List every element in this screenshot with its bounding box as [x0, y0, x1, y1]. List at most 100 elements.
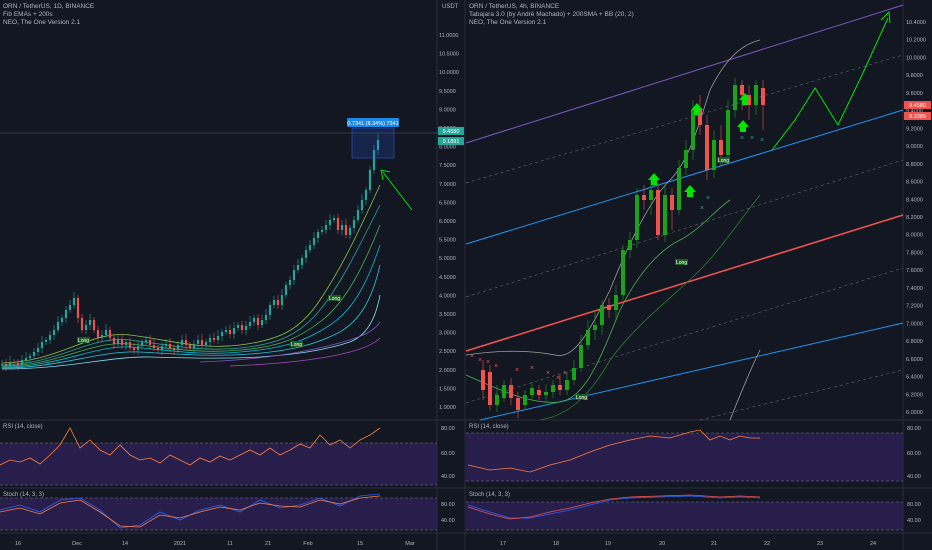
right-candle	[572, 368, 576, 380]
right-x-tick: 19	[605, 541, 611, 547]
right-y-tick: 10.4000	[906, 20, 926, 26]
left-candle	[184, 340, 188, 345]
left-y-tick: 9.0000	[439, 107, 456, 113]
right-candle	[565, 380, 569, 390]
right-candle	[509, 385, 513, 398]
right-candle	[663, 195, 667, 235]
left-candle	[344, 225, 348, 235]
left-x-tick: 11	[227, 541, 233, 547]
left-candle	[108, 330, 112, 338]
left-candle	[168, 344, 172, 348]
left-candle	[232, 328, 236, 334]
left-time-axis[interactable]: 16 Dec 14 2021 11 21 Feb 15 Mar	[15, 541, 415, 547]
right-chart[interactable]: ×× ××× ××××× × ××× Long Long Long 10.400010.…	[441, 0, 932, 550]
right-candle	[754, 85, 758, 105]
left-arrow	[380, 169, 413, 211]
left-candle	[152, 345, 156, 348]
currency-label: USDT	[442, 4, 459, 10]
svg-text:Long: Long	[676, 260, 687, 266]
left-candle	[256, 318, 260, 325]
right-stoch-label: Stoch (14, 3, 3)	[469, 492, 511, 498]
left-rsi-pane[interactable]	[0, 427, 437, 486]
right-y-tick: 8.0000	[906, 233, 923, 239]
left-stoch-label: Stoch (14, 3, 3)	[3, 492, 45, 498]
left-stoch-tick: 80.00	[441, 502, 455, 508]
left-candle	[284, 285, 288, 295]
left-candle	[252, 318, 256, 322]
right-candle	[726, 110, 730, 155]
left-candle	[60, 318, 64, 322]
right-candle	[551, 385, 555, 392]
left-candle	[208, 338, 212, 342]
right-candle	[523, 395, 527, 405]
right-y-tick: 8.4000	[906, 197, 923, 203]
right-y-tick: 9.4000	[906, 109, 923, 115]
right-candle	[537, 390, 541, 395]
left-y-tick: 10.5000	[439, 52, 459, 58]
left-candle	[48, 335, 52, 340]
left-long-labels: Long Long Long	[77, 295, 341, 348]
left-stoch-pane[interactable]	[0, 493, 437, 531]
left-y-tick: 8.0000	[439, 145, 456, 151]
right-candle	[558, 385, 562, 390]
left-candle	[56, 322, 60, 330]
cross-marker: ×	[760, 137, 764, 144]
right-y-tick: 9.6000	[906, 91, 923, 97]
left-candle	[376, 140, 380, 150]
right-price-axis[interactable]: 10.400010.200010.00009.80009.60009.40009…	[906, 20, 926, 416]
left-candle	[88, 320, 92, 325]
right-candle	[684, 150, 688, 168]
right-y-tick: 6.2000	[906, 392, 923, 398]
right-candle	[656, 190, 660, 235]
fib-ema-ribbon	[1, 184, 381, 370]
left-candle	[308, 245, 312, 250]
right-candle	[593, 325, 597, 330]
left-price-tags: 9.4580 9.1891	[438, 127, 464, 145]
left-candle	[76, 298, 80, 318]
right-y-tick: 6.0000	[906, 410, 923, 416]
left-candle	[128, 342, 132, 348]
left-candle	[248, 322, 252, 326]
left-candle	[240, 325, 244, 330]
left-main-pane[interactable]	[0, 0, 437, 420]
right-stoch-pane[interactable]	[466, 494, 903, 531]
left-x-tick: 16	[15, 541, 21, 547]
left-y-tick: 5.5000	[439, 238, 456, 244]
right-time-axis[interactable]: 17 18 19 20 21 22 23 24	[500, 541, 876, 547]
left-candle	[4, 364, 8, 366]
right-candle	[698, 110, 702, 125]
right-rsi-tick: 80.00	[907, 426, 921, 432]
left-y-tick: 1.0000	[439, 405, 456, 411]
left-candle	[276, 300, 280, 305]
right-candle	[621, 250, 625, 295]
right-rsi-pane[interactable]	[466, 429, 903, 482]
right-candle	[712, 140, 716, 170]
right-y-tick: 10.2000	[906, 38, 926, 44]
left-candle	[332, 218, 336, 220]
left-price-axis[interactable]: 11.000010.500010.00009.50009.00008.50008…	[439, 33, 459, 411]
cross-marker: ×	[750, 135, 754, 142]
right-candle	[719, 140, 723, 155]
left-candle	[192, 344, 196, 348]
right-candle	[579, 345, 583, 368]
left-candle	[216, 336, 220, 340]
left-rsi-label: RSI (14, close)	[3, 424, 43, 430]
cross-marker: ×	[494, 363, 498, 370]
left-y-tick: 3.5000	[439, 312, 456, 318]
left-candle	[352, 220, 356, 228]
right-x-tick: 21	[711, 541, 717, 547]
right-candle	[600, 305, 604, 325]
right-rsi-label: RSI (14, close)	[469, 424, 509, 430]
right-y-tick: 8.6000	[906, 180, 923, 186]
svg-text:9.4580: 9.4580	[909, 103, 926, 109]
svg-text:Long: Long	[78, 338, 89, 344]
right-candle	[761, 88, 765, 105]
right-chart-title: ORN / TetherUS, 4h, BINANCE Tabajara 3.0…	[469, 3, 634, 26]
cross-marker: ×	[486, 359, 490, 366]
right-stoch-tick: 40.00	[907, 518, 921, 524]
left-candle	[116, 340, 120, 344]
left-candle	[80, 318, 84, 330]
right-long-labels: Long Long Long	[575, 157, 730, 401]
